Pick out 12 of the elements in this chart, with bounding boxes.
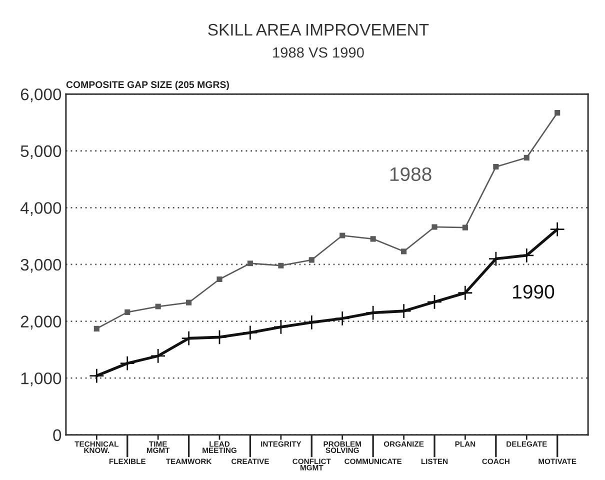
chart-title: SKILL AREA IMPROVEMENT bbox=[208, 24, 429, 36]
y-tick-label: 2,000 bbox=[20, 316, 62, 330]
y-axis-title: COMPOSITE GAP SIZE (205 MGRS) bbox=[66, 80, 229, 90]
chart-subtitle: 1988 VS 1990 bbox=[273, 47, 364, 58]
y-tick-label: 3,000 bbox=[20, 258, 62, 273]
y-tick-label: 6,000 bbox=[20, 88, 62, 102]
y-tick-label: 4,000 bbox=[20, 202, 62, 216]
y-tick-label: 0 bbox=[53, 429, 62, 442]
y-tick-label: 1,000 bbox=[21, 372, 62, 386]
series-label: 1990 bbox=[513, 284, 554, 299]
y-tick-label: 5,000 bbox=[20, 145, 62, 160]
text: 1988 bbox=[390, 167, 432, 182]
